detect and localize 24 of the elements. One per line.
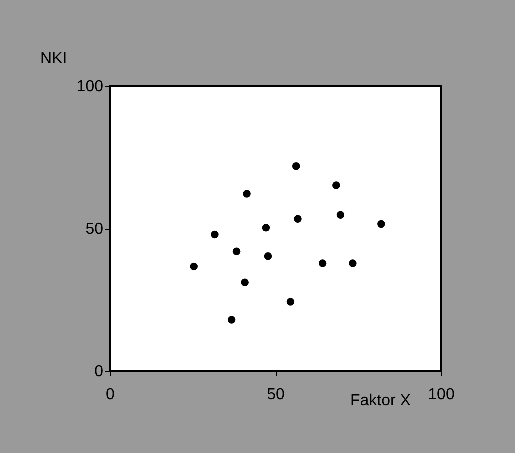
point <box>286 298 295 306</box>
point <box>318 260 327 268</box>
point <box>294 215 302 223</box>
x-axis-title: Faktor X <box>350 392 412 410</box>
point <box>332 182 340 190</box>
point <box>241 278 249 287</box>
y-tick-label: 50 <box>86 221 104 238</box>
point <box>262 224 270 232</box>
x-tick-label: 0 <box>106 386 116 404</box>
x-tick-label: 100 <box>428 386 455 404</box>
y-tick-label: 0 <box>94 364 104 380</box>
x-tick-label: 50 <box>267 386 285 404</box>
point <box>211 230 219 239</box>
point <box>264 252 272 260</box>
point <box>232 248 241 256</box>
point <box>228 316 236 324</box>
y-tick-label: 100 <box>76 78 104 96</box>
point <box>243 190 251 198</box>
point <box>378 220 386 228</box>
y-axis-title: NKI <box>40 50 68 68</box>
point <box>336 211 345 219</box>
point <box>349 260 357 268</box>
point <box>190 262 198 271</box>
point <box>292 162 300 170</box>
